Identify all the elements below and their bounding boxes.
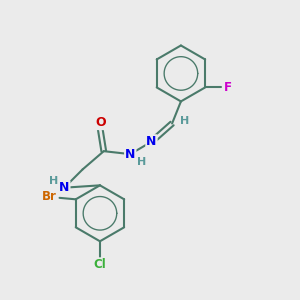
- Text: N: N: [146, 135, 157, 148]
- Text: Cl: Cl: [94, 258, 106, 271]
- Text: H: H: [137, 158, 146, 167]
- Text: N: N: [59, 181, 70, 194]
- Text: F: F: [224, 81, 232, 94]
- Text: H: H: [49, 176, 58, 186]
- Text: H: H: [180, 116, 189, 126]
- Text: O: O: [95, 116, 106, 129]
- Text: N: N: [125, 148, 136, 160]
- Text: Br: Br: [42, 190, 57, 203]
